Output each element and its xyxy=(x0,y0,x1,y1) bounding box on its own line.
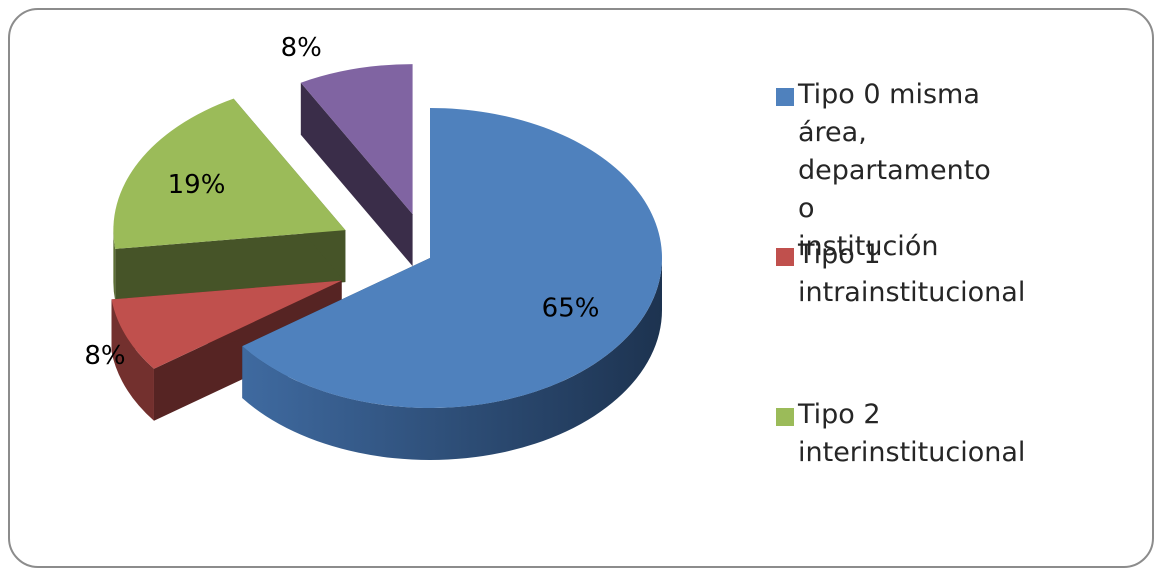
pie-slice-2 xyxy=(113,98,346,301)
pie-slice-2-cut-face xyxy=(115,230,346,301)
legend-label-tipo-2: Tipo 2 interinstitucional xyxy=(798,399,1026,468)
pie-slice-0-side xyxy=(242,258,663,460)
legend-label-tipo-1: Tipo 1 intrainstitucional xyxy=(798,239,1026,308)
pie-slice-3-top xyxy=(300,64,413,215)
pie-slice-2-top xyxy=(113,98,346,249)
data-label-2: 19% xyxy=(168,170,226,200)
data-label-1: 8% xyxy=(84,341,125,371)
pie-slice-2-side xyxy=(113,230,116,301)
pie-slice-1-top xyxy=(111,280,342,369)
pie-slice-1-side xyxy=(111,299,154,421)
legend-swatch-blue xyxy=(776,88,794,106)
data-label-0: 65% xyxy=(542,293,600,323)
pie-slice-3 xyxy=(300,64,413,267)
pie-slice-0 xyxy=(242,108,663,460)
legend-label-tipo-0: Tipo 0 misma área, departamento o instit… xyxy=(798,79,991,262)
pie-slice-0-top xyxy=(242,108,663,409)
pie-slice-3-cut-face xyxy=(300,82,413,267)
legend-swatch-red xyxy=(776,248,794,266)
data-label-3: 8% xyxy=(281,33,322,63)
legend-swatch-green xyxy=(776,408,794,426)
